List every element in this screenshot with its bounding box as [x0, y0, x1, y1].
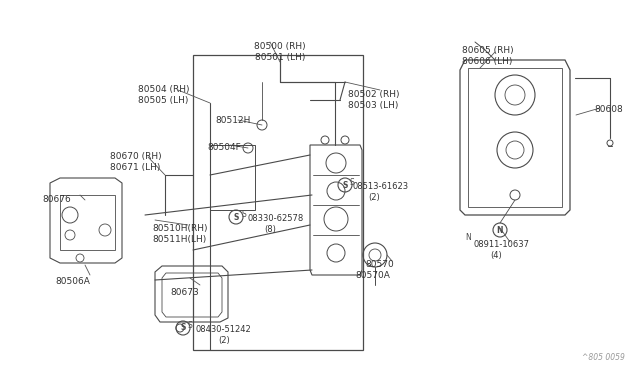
Text: 80502 (RH): 80502 (RH) — [348, 90, 399, 99]
Text: 80512H: 80512H — [215, 116, 250, 125]
Text: 08330-62578: 08330-62578 — [248, 214, 304, 223]
Text: 08513-61623: 08513-61623 — [353, 182, 409, 191]
Text: 80510H(RH): 80510H(RH) — [152, 224, 207, 233]
Bar — [210, 145, 255, 210]
Text: (4): (4) — [490, 251, 502, 260]
Text: 80505 (LH): 80505 (LH) — [138, 96, 188, 105]
Text: 80570: 80570 — [365, 260, 394, 269]
Text: S: S — [180, 324, 186, 333]
Text: (2): (2) — [368, 193, 380, 202]
Text: 80605 (RH): 80605 (RH) — [462, 46, 514, 55]
Text: N: N — [497, 225, 503, 234]
Text: 80606 (LH): 80606 (LH) — [462, 57, 513, 66]
Text: S: S — [188, 321, 193, 330]
Text: 80500 (RH): 80500 (RH) — [254, 42, 306, 51]
Text: (8): (8) — [264, 225, 276, 234]
Text: 80504 (RH): 80504 (RH) — [138, 85, 189, 94]
Text: 80501 (LH): 80501 (LH) — [255, 53, 305, 62]
Text: S: S — [242, 209, 246, 218]
Text: S: S — [342, 180, 348, 189]
Text: 80503 (LH): 80503 (LH) — [348, 101, 398, 110]
Text: 80570A: 80570A — [355, 271, 390, 280]
Text: 80506A: 80506A — [55, 277, 90, 286]
Text: S: S — [234, 212, 239, 221]
Text: N: N — [465, 232, 471, 241]
Text: 08430-51242: 08430-51242 — [195, 325, 251, 334]
Text: (2): (2) — [218, 336, 230, 345]
Text: 80676: 80676 — [42, 195, 71, 204]
Text: 80670 (RH): 80670 (RH) — [110, 152, 162, 161]
Text: 80671 (LH): 80671 (LH) — [110, 163, 161, 172]
Text: 08911-10637: 08911-10637 — [474, 240, 530, 249]
Text: 80511H(LH): 80511H(LH) — [152, 235, 206, 244]
Text: 80608: 80608 — [594, 105, 623, 114]
Bar — [193, 55, 363, 350]
Text: ^805 0059: ^805 0059 — [582, 353, 625, 362]
Text: 80673: 80673 — [170, 288, 199, 297]
Text: S: S — [349, 177, 355, 186]
Text: 80504F: 80504F — [207, 143, 241, 152]
